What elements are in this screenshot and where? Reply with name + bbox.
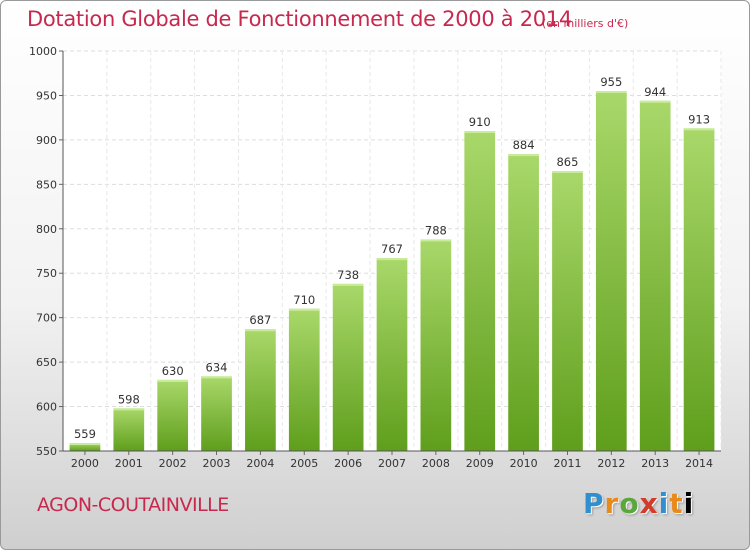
bar-highlight bbox=[595, 91, 627, 93]
bar bbox=[683, 128, 715, 451]
x-tick-label: 2011 bbox=[553, 457, 581, 470]
y-tick-label: 1000 bbox=[29, 45, 57, 58]
x-tick-label: 2000 bbox=[71, 457, 99, 470]
x-tick-label: 2013 bbox=[641, 457, 669, 470]
bar bbox=[552, 171, 583, 451]
bar-value-label: 738 bbox=[337, 268, 359, 282]
bar bbox=[376, 258, 408, 451]
x-tick-label: 2007 bbox=[378, 457, 406, 470]
bar bbox=[288, 308, 320, 451]
x-tick-label: 2002 bbox=[159, 457, 187, 470]
bar-highlight bbox=[639, 100, 671, 103]
logo-letter: i bbox=[683, 487, 695, 520]
x-tick-label: 2001 bbox=[115, 457, 143, 470]
y-tick-label: 850 bbox=[36, 178, 57, 191]
bar bbox=[245, 329, 276, 451]
bar bbox=[508, 154, 539, 451]
bar-value-label: 913 bbox=[688, 112, 710, 126]
bar-value-label: 630 bbox=[162, 364, 184, 378]
bar-value-label: 598 bbox=[118, 392, 140, 406]
bar bbox=[113, 408, 145, 451]
logo-letter: o bbox=[619, 487, 640, 520]
logo-letter: P bbox=[583, 487, 605, 520]
bar bbox=[201, 376, 232, 451]
bar bbox=[69, 443, 101, 451]
bar bbox=[464, 131, 496, 451]
logo-letter: r bbox=[604, 487, 620, 520]
bar bbox=[420, 239, 452, 451]
bar-value-label: 955 bbox=[600, 75, 622, 89]
bar-highlight bbox=[113, 408, 145, 411]
bar bbox=[157, 379, 189, 451]
y-tick-label: 650 bbox=[36, 356, 57, 369]
x-tick-label: 2010 bbox=[510, 457, 538, 470]
x-tick-label: 2008 bbox=[422, 457, 450, 470]
x-tick-label: 2006 bbox=[334, 457, 362, 470]
bar-value-label: 710 bbox=[293, 293, 315, 307]
bar-highlight bbox=[552, 171, 583, 173]
y-tick-label: 550 bbox=[36, 445, 57, 458]
bar-highlight bbox=[420, 239, 452, 242]
commune-name: AGON-COUTAINVILLE bbox=[37, 494, 229, 516]
y-tick-label: 950 bbox=[36, 89, 57, 102]
x-tick-label: 2003 bbox=[203, 457, 231, 470]
bar-highlight bbox=[332, 283, 364, 286]
bar-highlight bbox=[376, 258, 408, 261]
bar-highlight bbox=[157, 379, 189, 382]
bar-value-label: 884 bbox=[513, 138, 535, 152]
y-tick-label: 900 bbox=[36, 134, 57, 147]
chart-title: Dotation Globale de Fonctionnement de 20… bbox=[27, 7, 572, 31]
proxiti-logo: Proxiti bbox=[583, 487, 694, 520]
x-tick-label: 2004 bbox=[246, 457, 274, 470]
logo-letter: x bbox=[639, 487, 659, 520]
logo-letter: i bbox=[658, 487, 670, 520]
bar-value-label: 634 bbox=[206, 360, 228, 374]
axes bbox=[59, 50, 721, 455]
chart-units: (en milliers d'€) bbox=[542, 17, 629, 30]
bar-highlight bbox=[464, 131, 496, 133]
x-tick-label: 2009 bbox=[466, 457, 494, 470]
bar-value-label: 559 bbox=[74, 427, 96, 441]
bar-value-label: 687 bbox=[249, 313, 271, 327]
bars bbox=[69, 91, 715, 452]
bar bbox=[332, 283, 364, 451]
bar-highlight bbox=[683, 128, 715, 131]
bar-value-label: 910 bbox=[469, 115, 491, 129]
x-tick-label: 2005 bbox=[290, 457, 318, 470]
bar-highlight bbox=[508, 154, 539, 157]
bar-highlight bbox=[69, 443, 101, 445]
bar-highlight bbox=[288, 308, 320, 311]
bar-value-label: 865 bbox=[556, 155, 578, 169]
y-tick-label: 750 bbox=[36, 267, 57, 280]
bar-value-label: 944 bbox=[644, 85, 666, 99]
bar bbox=[639, 100, 671, 452]
bar bbox=[595, 91, 627, 451]
x-tick-label: 2012 bbox=[597, 457, 625, 470]
y-tick-label: 800 bbox=[36, 223, 57, 236]
bar-highlight bbox=[201, 376, 232, 379]
y-tick-label: 700 bbox=[36, 312, 57, 325]
bar-highlight bbox=[245, 329, 276, 332]
labels: 550 600 650 700 750 800 850 900 950 1000 559 2000 59… bbox=[29, 45, 713, 470]
y-tick-label: 600 bbox=[36, 401, 57, 414]
bar-value-label: 767 bbox=[381, 242, 403, 256]
logo-letter: t bbox=[669, 487, 684, 520]
x-tick-label: 2014 bbox=[685, 457, 713, 470]
bar-value-label: 788 bbox=[425, 223, 447, 237]
